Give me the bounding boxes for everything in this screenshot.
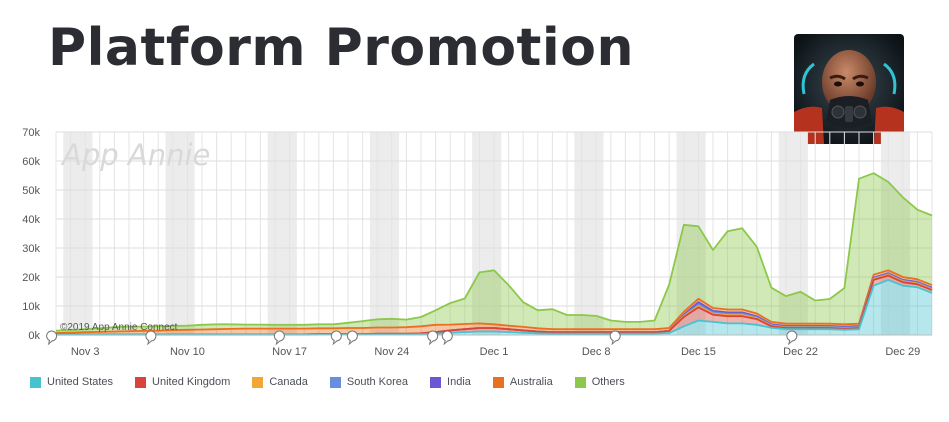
event-marker-icon[interactable] <box>427 330 439 346</box>
x-tick-label: Dec 22 <box>783 346 818 358</box>
legend-label: Canada <box>269 376 308 388</box>
event-marker-icon[interactable] <box>273 330 285 346</box>
legend-swatch <box>492 376 504 388</box>
legend-item-india[interactable]: India <box>430 376 471 388</box>
legend-swatch <box>574 376 586 388</box>
y-tick-label: 50k <box>22 185 40 197</box>
weekend-band <box>574 132 604 335</box>
event-marker-icon[interactable] <box>609 330 621 346</box>
event-marker-icon[interactable] <box>145 330 157 346</box>
legend-label: United States <box>47 376 114 388</box>
legend-swatch <box>329 376 341 388</box>
x-tick-label: Nov 3 <box>71 346 100 358</box>
y-tick-label: 30k <box>22 243 40 255</box>
y-tick-label: 20k <box>22 272 40 284</box>
weekend-band <box>369 132 400 335</box>
event-marker-icon[interactable] <box>46 330 58 346</box>
legend-label: Others <box>591 376 625 388</box>
area-united-kingdom <box>56 275 932 335</box>
weekend-band <box>472 132 502 335</box>
chart-legend: United States United Kingdom Canada South K… <box>30 376 625 388</box>
legend-item-united-states[interactable]: United States <box>30 376 113 388</box>
legend-item-others[interactable]: Others <box>574 376 625 388</box>
downloads-area-chart: App Annie 0k 10k 20k 30k 40k 50k 60k 70k Nov 3 No… <box>22 127 933 358</box>
page-title: Platform Promotion <box>48 18 634 78</box>
legend-swatch <box>252 376 264 388</box>
legend-item-canada[interactable]: Canada <box>252 376 308 388</box>
chart-grid <box>55 131 933 336</box>
x-tick-label: Dec 29 <box>885 346 920 358</box>
legend-item-south-korea[interactable]: South Korea <box>329 376 409 388</box>
event-marker-icon[interactable] <box>441 330 453 346</box>
legend-label: India <box>447 376 471 388</box>
x-tick-label: Nov 24 <box>374 346 409 358</box>
weekend-band <box>880 132 911 335</box>
x-tick-label: Nov 17 <box>272 346 307 358</box>
weekend-band <box>63 132 93 335</box>
weekend-band <box>165 132 195 335</box>
chart-copyright: ©2019 App Annie Connect <box>60 322 178 333</box>
chart-axes: 0k 10k 20k 30k 40k 50k 60k 70k Nov 3 Nov 10 Nov 17… <box>22 127 932 358</box>
weekend-band <box>267 132 297 335</box>
weekend-band <box>778 132 808 335</box>
chart-event-markers <box>46 330 798 346</box>
legend-swatch <box>30 376 41 388</box>
legend-item-australia[interactable]: Australia <box>492 376 553 388</box>
legend-item-united-kingdom[interactable]: United Kingdom <box>135 376 230 388</box>
y-tick-label: 10k <box>22 301 40 313</box>
event-marker-icon[interactable] <box>330 330 342 346</box>
y-tick-label: 40k <box>22 214 40 226</box>
legend-swatch <box>135 376 147 388</box>
event-marker-icon[interactable] <box>346 330 358 346</box>
area-others <box>56 173 932 333</box>
series-line-australia <box>55 269 933 334</box>
y-tick-label: 70k <box>22 127 40 139</box>
series-line-others <box>55 172 933 332</box>
x-tick-label: Nov 10 <box>170 346 205 358</box>
x-tick-label: Dec 8 <box>582 346 611 358</box>
legend-label: United Kingdom <box>152 376 231 388</box>
y-tick-label: 0k <box>28 330 40 342</box>
chart-watermark: App Annie <box>60 138 210 172</box>
x-tick-label: Dec 15 <box>681 346 716 358</box>
y-tick-label: 60k <box>22 156 40 168</box>
legend-label: Australia <box>509 376 553 388</box>
legend-label: South Korea <box>346 376 409 388</box>
legend-swatch <box>430 376 442 388</box>
event-marker-icon[interactable] <box>786 330 798 346</box>
x-tick-label: Dec 1 <box>480 346 509 358</box>
